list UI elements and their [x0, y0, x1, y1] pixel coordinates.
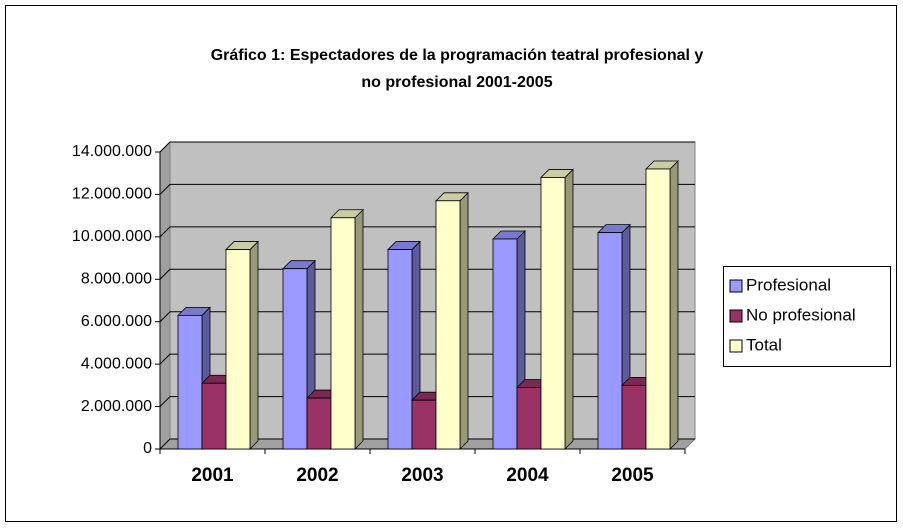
y-tick-label: 12.000.000 — [72, 186, 152, 203]
side-wall — [159, 140, 171, 451]
x-tick-label: 2001 — [191, 465, 234, 486]
y-tick-label: 10.000.000 — [72, 228, 152, 245]
bar-side — [564, 168, 574, 450]
legend-swatch — [729, 279, 743, 293]
y-tick-label: 8.000.000 — [81, 271, 152, 288]
bar — [540, 177, 566, 450]
bar-side — [249, 240, 259, 450]
bar — [597, 232, 623, 450]
legend-swatch — [729, 339, 743, 353]
y-tick-label: 4.000.000 — [81, 355, 152, 372]
y-tick-label: 6.000.000 — [81, 313, 152, 330]
bar-side — [354, 208, 364, 450]
bar — [282, 268, 308, 450]
legend-label: Profesional — [746, 275, 831, 294]
bar — [177, 314, 203, 450]
bar — [621, 384, 647, 450]
x-tick-label: 2004 — [506, 465, 549, 486]
x-tick-label: 2005 — [611, 465, 654, 486]
bar — [306, 397, 332, 450]
x-tick-label: 2003 — [401, 465, 443, 486]
grid-line — [159, 226, 695, 238]
bar — [492, 238, 518, 450]
legend-label: Total — [746, 335, 782, 354]
bar — [330, 217, 356, 450]
legend-label: No profesional — [746, 305, 856, 324]
bar — [516, 387, 542, 450]
chart-title: Gráfico 1: Espectadores de la programaci… — [211, 47, 704, 64]
x-tick-label: 2002 — [296, 465, 338, 486]
bar-side — [669, 160, 679, 450]
bar — [645, 168, 671, 450]
grid-line — [159, 183, 695, 195]
bar — [201, 382, 227, 450]
legend-swatch — [729, 309, 743, 323]
y-tick-label: 0 — [143, 440, 152, 457]
legend — [723, 266, 891, 367]
grid-line — [159, 141, 695, 153]
y-tick-label: 2.000.000 — [81, 398, 152, 415]
bar — [435, 200, 461, 450]
chart-title: no profesional 2001-2005 — [361, 74, 552, 91]
bar — [225, 249, 251, 450]
bar — [387, 249, 413, 450]
bar-side — [459, 191, 469, 450]
y-tick-label: 14.000.000 — [72, 143, 152, 160]
bar — [411, 399, 437, 450]
